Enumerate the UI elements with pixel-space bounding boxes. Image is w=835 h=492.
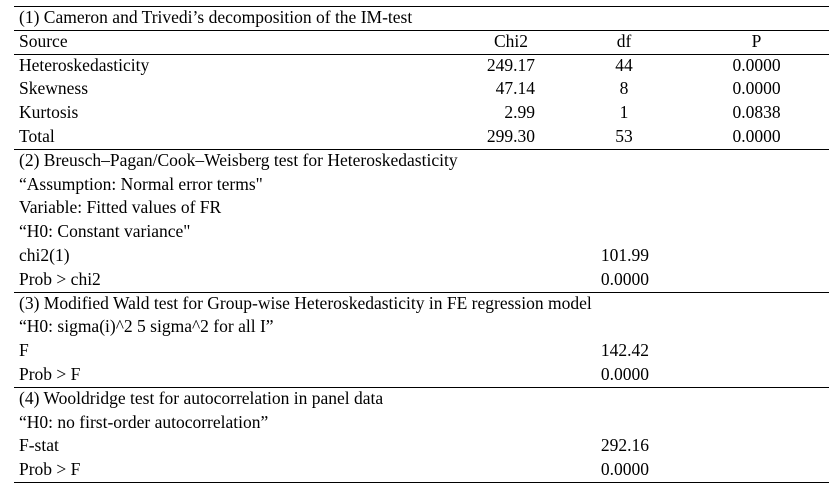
stat-label: F — [19, 340, 29, 361]
stat-label: Prob > chi2 — [19, 268, 101, 289]
section2-line: Variable: Fitted values of FR — [14, 196, 829, 220]
stat-label: Prob > F — [19, 363, 81, 384]
section2-line: “Assumption: Normal error terms" — [14, 173, 829, 197]
row-source: Total — [19, 125, 55, 146]
variable-text: Variable: Fitted values of FR — [19, 197, 222, 218]
stat-label: chi2(1) — [19, 244, 70, 265]
section3-stat-row: Prob > F 0.0000 — [14, 363, 829, 387]
section3-title-row: (3) Modified Wald test for Group-wise He… — [14, 292, 829, 316]
row-p: 0.0000 — [732, 78, 781, 99]
table-row: Skewness 47.14 8 0.0000 — [14, 77, 829, 101]
row-p: 0.0838 — [732, 102, 781, 123]
section4-title: (4) Wooldridge test for autocorrelation … — [19, 387, 384, 408]
section4-title-row: (4) Wooldridge test for autocorrelation … — [14, 387, 829, 411]
stat-value: 0.0000 — [600, 459, 649, 480]
top-rule — [14, 6, 829, 7]
section3-stat-row: F 142.42 — [14, 339, 829, 363]
row-chi2: 249.17 — [486, 54, 535, 75]
section4-stat-row: F-stat 292.16 — [14, 434, 829, 458]
hypothesis-text: “H0: no first-order autocorrelation” — [19, 411, 269, 432]
bottom-rule — [14, 482, 829, 483]
section4-line: “H0: no first-order autocorrelation” — [14, 411, 829, 435]
header-df: df — [616, 30, 632, 51]
stat-value: 0.0000 — [600, 363, 649, 384]
section1-title-rule — [14, 29, 829, 31]
row-df: 8 — [619, 78, 629, 99]
table-row: Kurtosis 2.99 1 0.0838 — [14, 101, 829, 125]
section1-end-rule — [14, 148, 829, 150]
stat-value: 0.0000 — [600, 268, 649, 289]
section1-header-rule — [14, 53, 829, 55]
section3-line: “H0: sigma(i)^2 5 sigma^2 for all I” — [14, 315, 829, 339]
table-row: Heteroskedasticity 249.17 44 0.0000 — [14, 54, 829, 78]
stat-value: 292.16 — [600, 435, 649, 456]
section3-end-rule — [14, 386, 829, 388]
section3-title: (3) Modified Wald test for Group-wise He… — [19, 292, 592, 313]
row-source: Kurtosis — [19, 102, 79, 123]
section2-stat-row: chi2(1) 101.99 — [14, 244, 829, 268]
section2-title: (2) Breusch–Pagan/Cook–Weisberg test for… — [19, 149, 458, 170]
row-df: 53 — [615, 125, 633, 146]
assumption-text: “Assumption: Normal error terms" — [19, 173, 263, 194]
table-row: Total 299.30 53 0.0000 — [14, 125, 829, 149]
row-chi2: 299.30 — [486, 125, 535, 146]
section2-end-rule — [14, 291, 829, 293]
hypothesis-text: “H0: Constant variance" — [19, 221, 191, 242]
row-p: 0.0000 — [732, 54, 781, 75]
row-df: 1 — [619, 102, 629, 123]
stat-value: 142.42 — [600, 340, 649, 361]
section2-line: “H0: Constant variance" — [14, 220, 829, 244]
row-p: 0.0000 — [732, 125, 781, 146]
section1-title-row: (1) Cameron and Trivedi’s decomposition … — [14, 6, 829, 30]
row-chi2: 47.14 — [495, 78, 535, 99]
row-source: Heteroskedasticity — [19, 54, 150, 75]
section1-header-row: Source Chi2 df P — [14, 30, 829, 54]
header-p: P — [751, 30, 762, 51]
diagnostic-tests-table: (1) Cameron and Trivedi’s decomposition … — [14, 6, 829, 483]
header-source: Source — [19, 30, 68, 51]
row-chi2: 2.99 — [504, 102, 535, 123]
section2-stat-row: Prob > chi2 0.0000 — [14, 268, 829, 292]
stat-value: 101.99 — [600, 244, 649, 265]
row-df: 44 — [615, 54, 633, 75]
stat-label: Prob > F — [19, 459, 81, 480]
row-source: Skewness — [19, 78, 89, 99]
hypothesis-text: “H0: sigma(i)^2 5 sigma^2 for all I” — [19, 316, 274, 337]
section2-title-row: (2) Breusch–Pagan/Cook–Weisberg test for… — [14, 149, 829, 173]
section4-stat-row: Prob > F 0.0000 — [14, 458, 829, 482]
section1-title: (1) Cameron and Trivedi’s decomposition … — [19, 7, 413, 27]
stat-label: F-stat — [19, 435, 59, 456]
header-chi2: Chi2 — [493, 30, 529, 51]
